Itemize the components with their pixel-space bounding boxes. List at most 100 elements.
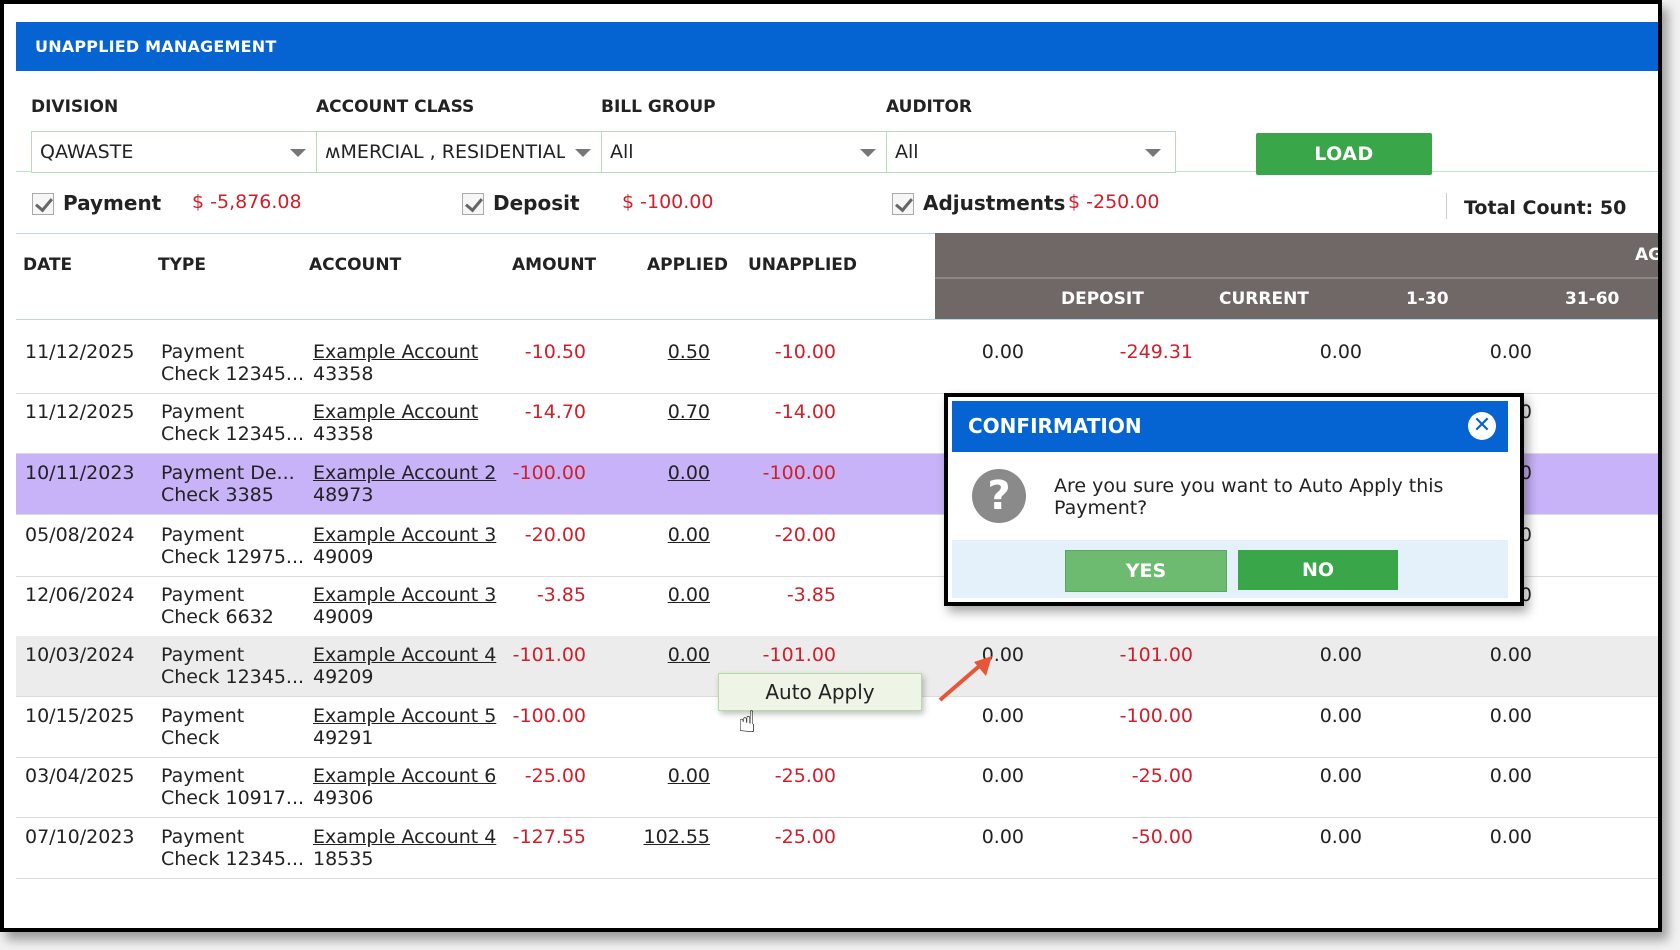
row-applied[interactable]: 0.00	[667, 644, 710, 666]
row-account-link[interactable]: Example Account 2	[313, 462, 497, 484]
col-date[interactable]: DATE	[23, 255, 73, 275]
auditor-label: AUDITOR	[886, 97, 973, 117]
col-account[interactable]: ACCOUNT	[309, 255, 402, 275]
row-unapplied: -20.00	[774, 524, 836, 546]
row-date: 07/10/2023	[25, 826, 135, 848]
row-account-link[interactable]: Example Account 4	[313, 826, 497, 848]
table-row[interactable]: 03/04/2025 Payment Check 10917... Example A…	[16, 757, 1658, 818]
row-amount: -100.00	[512, 705, 586, 727]
table-row[interactable]: 11/12/2025 Payment Check 12345... Example A…	[16, 393, 1658, 454]
row-applied[interactable]: 0.00	[667, 584, 710, 606]
adjustments-checkbox[interactable]	[892, 193, 914, 215]
row-account-link[interactable]: Example Account	[313, 401, 479, 423]
division-select[interactable]: QAWASTE	[31, 131, 321, 173]
row-unapplied: -25.00	[774, 765, 836, 787]
row-account-number: 48973	[313, 484, 374, 506]
table-row[interactable]: 11/12/2025 Payment Check 12345... Example A…	[16, 333, 1658, 394]
row-deposit: 0.00	[981, 705, 1024, 727]
page-title: UNAPPLIED MANAGEMENT	[16, 22, 1658, 71]
row-unapplied: -101.00	[762, 644, 836, 666]
row-account-number: 43358	[313, 363, 374, 385]
bill-group-select[interactable]: All	[601, 131, 891, 173]
load-button[interactable]: LOAD	[1256, 133, 1432, 175]
row-deposit: 0.00	[981, 341, 1024, 363]
col-amount[interactable]: AMOUNT	[512, 255, 597, 275]
row-account-number: 49209	[313, 666, 374, 688]
row-account-link[interactable]: Example Account 6	[313, 765, 497, 787]
row-date: 11/12/2025	[25, 341, 135, 363]
row-applied[interactable]: 0.00	[667, 462, 710, 484]
auditor-select[interactable]: All	[886, 131, 1176, 173]
account-class-label: ACCOUNT CLASS	[316, 97, 475, 117]
row-31-60: 0.00	[1489, 765, 1532, 787]
chevron-down-icon	[1145, 149, 1161, 157]
row-account-link[interactable]: Example Account 5	[313, 705, 497, 727]
row-1-30: 0.00	[1319, 826, 1362, 848]
row-type: Payment	[161, 401, 245, 423]
row-amount: -20.00	[524, 524, 586, 546]
row-amount: -25.00	[524, 765, 586, 787]
row-applied[interactable]: 102.55	[643, 826, 710, 848]
row-date: 10/15/2025	[25, 705, 135, 727]
row-check: Check 12345...	[161, 666, 305, 688]
close-icon[interactable]: ✕	[1468, 412, 1496, 440]
chevron-down-icon	[290, 149, 306, 157]
adjustments-label: Adjustments	[923, 191, 1066, 215]
row-check: Check 6632	[161, 606, 274, 628]
row-account-link[interactable]: Example Account 3	[313, 524, 497, 546]
row-date: 12/06/2024	[25, 584, 135, 606]
row-date: 05/08/2024	[25, 524, 135, 546]
row-1-30: 0.00	[1319, 765, 1362, 787]
col-31-60[interactable]: 31-60	[1565, 289, 1620, 309]
payment-checkbox[interactable]	[32, 193, 54, 215]
auditor-value: All	[895, 141, 919, 163]
col-applied[interactable]: APPLIED	[647, 255, 728, 275]
row-account-number: 43358	[313, 423, 374, 445]
row-applied[interactable]: 0.70	[667, 401, 710, 423]
row-unapplied: -10.00	[774, 341, 836, 363]
row-unapplied: -100.00	[762, 462, 836, 484]
yes-button[interactable]: YES	[1065, 550, 1227, 592]
divider	[1446, 193, 1447, 219]
row-1-30: 0.00	[1319, 705, 1362, 727]
row-current: -100.00	[1119, 705, 1193, 727]
context-menu-auto-apply[interactable]: Auto Apply	[718, 673, 922, 711]
col-unapplied[interactable]: UNAPPLIED	[748, 255, 857, 275]
row-current: -101.00	[1119, 644, 1193, 666]
deposit-checkbox[interactable]	[462, 193, 484, 215]
row-type: Payment	[161, 584, 245, 606]
account-class-select[interactable]: ʍMERCIAL , RESIDENTIAL	[316, 131, 606, 173]
row-check: Check 3385	[161, 484, 274, 506]
row-account-link[interactable]: Example Account 3	[313, 584, 497, 606]
row-applied[interactable]: 0.50	[667, 341, 710, 363]
row-applied[interactable]: 0.00	[667, 524, 710, 546]
chevron-down-icon	[860, 149, 876, 157]
col-current[interactable]: CURRENT	[1219, 289, 1309, 309]
row-account-link[interactable]: Example Account	[313, 341, 479, 363]
no-button[interactable]: NO	[1238, 550, 1398, 590]
table-row[interactable]: 07/10/2023 Payment Check 12345... Example A…	[16, 818, 1658, 879]
total-count: Total Count: 50	[1464, 197, 1627, 219]
row-31-60: 0.00	[1489, 644, 1532, 666]
row-applied[interactable]: 0.00	[667, 765, 710, 787]
deposit-amount: $ -100.00	[622, 191, 714, 213]
row-1-30: 0.00	[1319, 644, 1362, 666]
row-date: 10/03/2024	[25, 644, 135, 666]
col-deposit[interactable]: DEPOSIT	[1061, 289, 1144, 309]
row-unapplied: -25.00	[774, 826, 836, 848]
col-1-30[interactable]: 1-30	[1406, 289, 1449, 309]
row-31-60: 0.00	[1489, 826, 1532, 848]
row-31-60: 0.00	[1489, 705, 1532, 727]
row-account-link[interactable]: Example Account 4	[313, 644, 497, 666]
row-deposit: 0.00	[981, 826, 1024, 848]
filter-bar: DIVISION QAWASTE ACCOUNT CLASS ʍMERCIAL …	[16, 71, 1658, 175]
row-account-number: 49291	[313, 727, 374, 749]
arrow-icon	[938, 656, 992, 702]
summary-bar: Payment $ -5,876.08 Deposit $ -100.00 Ad…	[16, 171, 1658, 234]
row-current: -249.31	[1119, 341, 1193, 363]
col-type[interactable]: TYPE	[158, 255, 206, 275]
row-check: Check 12345...	[161, 363, 305, 385]
row-check: Check 12345...	[161, 848, 305, 870]
row-date: 10/11/2023	[25, 462, 135, 484]
